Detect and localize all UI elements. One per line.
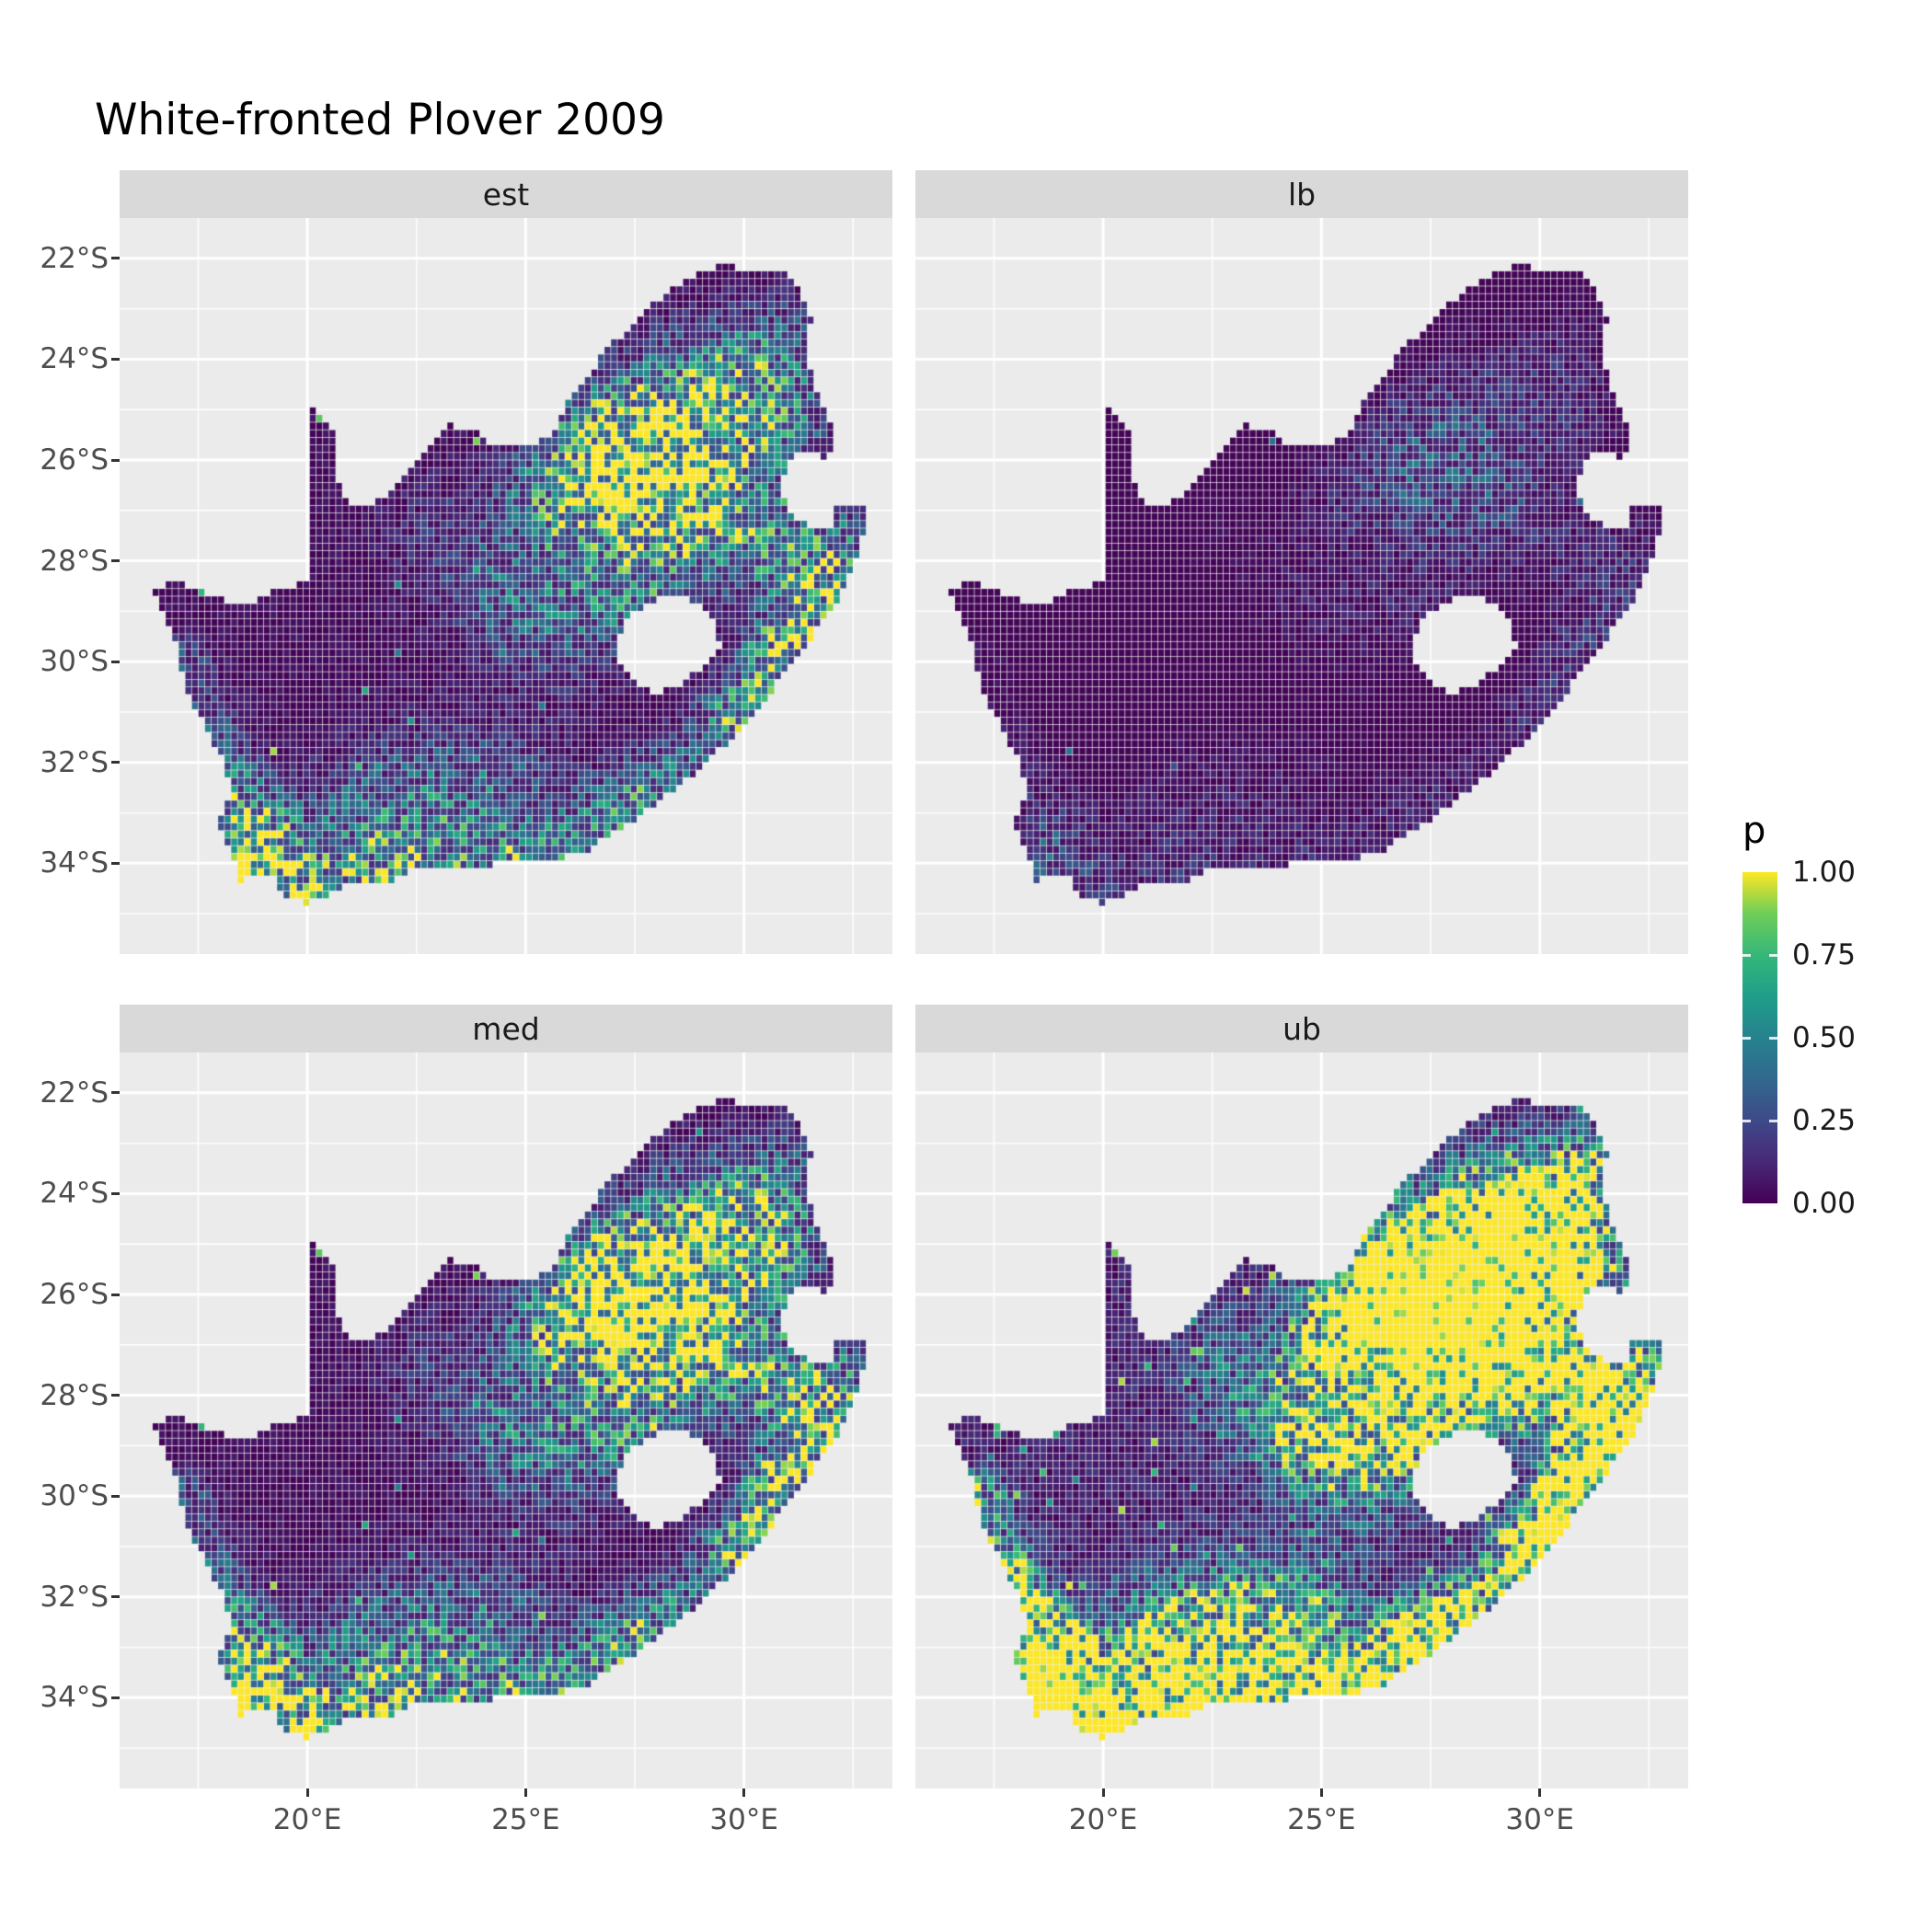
y-tick-label: 22°S xyxy=(40,241,109,275)
y-tick-label: 32°S xyxy=(40,1580,109,1614)
facet-label-lb: lb xyxy=(1287,176,1317,213)
facet-strip-med: med xyxy=(120,1005,892,1052)
y-tick-label: 34°S xyxy=(40,1681,109,1715)
legend-tick-label: 0.25 xyxy=(1792,1104,1857,1137)
y-tick-label: 32°S xyxy=(40,745,109,779)
y-tick-label: 26°S xyxy=(40,443,109,477)
map-canvas-med xyxy=(120,1052,892,1788)
legend-title: p xyxy=(1742,810,1766,852)
plot-title: White-fronted Plover 2009 xyxy=(95,95,665,145)
y-tick-label: 24°S xyxy=(40,1177,109,1211)
y-tick-label: 28°S xyxy=(40,1378,109,1412)
x-tick-mark xyxy=(1319,1788,1323,1797)
y-tick-mark xyxy=(111,1696,120,1699)
y-tick-mark xyxy=(111,257,120,260)
legend-tick-mark xyxy=(1769,1036,1777,1040)
y-tick-mark xyxy=(111,1394,120,1397)
facet-panel-est: est xyxy=(120,170,892,954)
y-tick-mark xyxy=(111,761,120,765)
legend-tick-label: 0.75 xyxy=(1792,938,1857,972)
facet-panel-ub: ub xyxy=(915,1005,1688,1788)
x-tick-mark xyxy=(1101,1788,1105,1797)
facet-panel-lb: lb xyxy=(915,170,1688,954)
y-tick-mark xyxy=(111,1191,120,1195)
y-tick-mark xyxy=(111,1494,120,1498)
x-tick-mark xyxy=(305,1788,309,1797)
legend-tick-mark xyxy=(1769,1119,1777,1122)
y-tick-label: 24°S xyxy=(40,342,109,376)
x-tick-label: 30°E xyxy=(709,1803,778,1836)
x-tick-label: 20°E xyxy=(1068,1803,1138,1836)
y-tick-mark xyxy=(111,861,120,865)
legend-tick-mark xyxy=(1742,1119,1751,1122)
x-tick-label: 20°E xyxy=(272,1803,342,1836)
map-canvas-lb xyxy=(915,218,1688,954)
x-tick-label: 25°E xyxy=(491,1803,560,1836)
x-tick-mark xyxy=(1538,1788,1542,1797)
y-tick-label: 28°S xyxy=(40,544,109,578)
y-tick-label: 34°S xyxy=(40,846,109,880)
y-tick-mark xyxy=(111,458,120,462)
x-tick-label: 30°E xyxy=(1505,1803,1574,1836)
facet-label-ub: ub xyxy=(1282,1010,1321,1047)
legend-tick-label: 1.00 xyxy=(1792,856,1857,889)
y-tick-mark xyxy=(111,660,120,663)
legend: p 1.00 0.75 0.50 0.25 0.00 xyxy=(1739,810,1932,1270)
legend-tick-mark xyxy=(1742,1036,1751,1040)
y-tick-label: 30°S xyxy=(40,645,109,679)
y-tick-mark xyxy=(111,1091,120,1095)
facet-panel-med: med xyxy=(120,1005,892,1788)
y-tick-label: 26°S xyxy=(40,1278,109,1311)
facet-strip-ub: ub xyxy=(915,1005,1688,1052)
y-tick-mark xyxy=(111,357,120,361)
y-tick-label: 30°S xyxy=(40,1479,109,1513)
facet-strip-lb: lb xyxy=(915,170,1688,218)
y-tick-mark xyxy=(111,1293,120,1296)
legend-tick-label: 0.00 xyxy=(1792,1187,1857,1220)
map-canvas-est xyxy=(120,218,892,954)
map-canvas-ub xyxy=(915,1052,1688,1788)
y-tick-mark xyxy=(111,1595,120,1599)
x-tick-label: 25°E xyxy=(1287,1803,1356,1836)
facet-strip-est: est xyxy=(120,170,892,218)
facet-label-med: med xyxy=(472,1010,540,1047)
legend-tick-label: 0.50 xyxy=(1792,1021,1857,1054)
facet-label-est: est xyxy=(482,176,530,213)
y-tick-mark xyxy=(111,559,120,563)
legend-tick-mark xyxy=(1769,953,1777,957)
x-tick-mark xyxy=(742,1788,746,1797)
x-tick-mark xyxy=(523,1788,527,1797)
legend-tick-mark xyxy=(1742,953,1751,957)
y-tick-label: 22°S xyxy=(40,1075,109,1110)
